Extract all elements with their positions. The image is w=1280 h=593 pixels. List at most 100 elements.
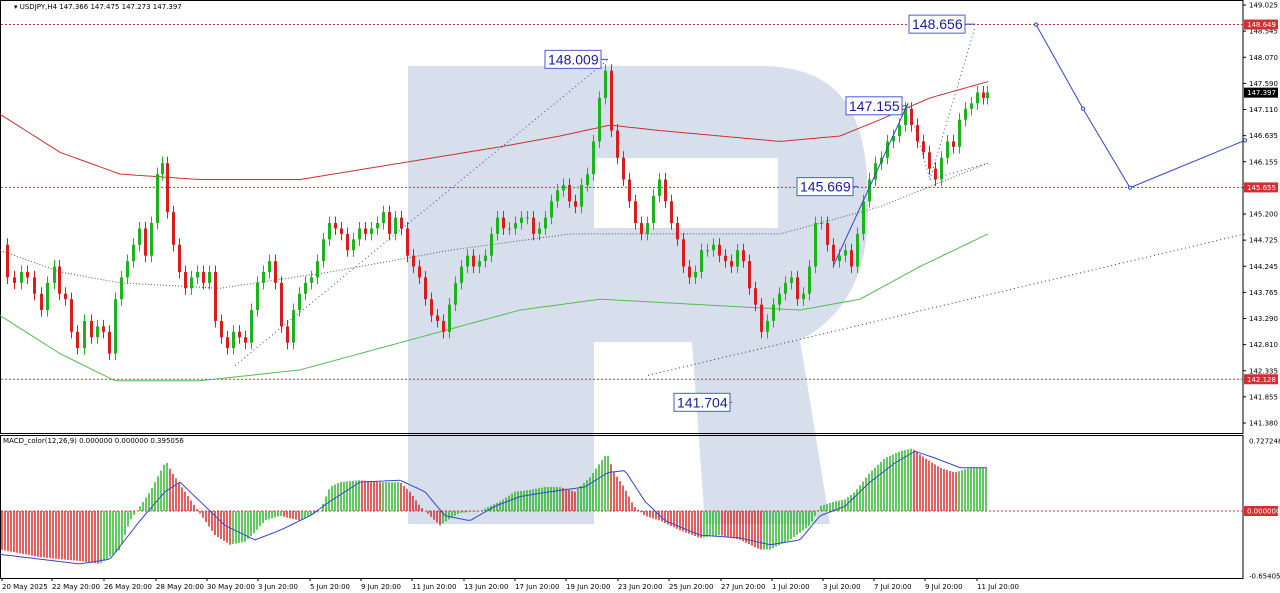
candle-body — [13, 277, 16, 283]
x-tick-label: 27 Jun 20:00 — [721, 583, 765, 591]
annotation-label: 147.155 — [849, 98, 900, 114]
candle-body — [868, 179, 871, 202]
candle-body — [226, 337, 229, 349]
candle-body — [472, 255, 475, 267]
y-tick-label: 143.765 — [1249, 289, 1278, 297]
candle-body — [83, 320, 86, 349]
trendline — [929, 27, 976, 180]
candle-body — [772, 304, 775, 321]
candle-body — [190, 277, 193, 289]
candle-body — [114, 299, 117, 354]
forecast-node — [1080, 106, 1086, 111]
y-tick-label: 143.290 — [1249, 315, 1278, 323]
candle-body — [946, 141, 949, 158]
candle-body — [150, 223, 153, 256]
candle-body — [26, 271, 29, 278]
x-tick-label: 7 Jul 20:00 — [874, 583, 912, 591]
candle-body — [484, 255, 487, 262]
candle-body — [916, 125, 919, 142]
candle-body — [766, 320, 769, 332]
candle-body — [676, 223, 679, 240]
candle-body — [550, 201, 553, 218]
candle-body — [178, 244, 181, 272]
candle-body — [700, 250, 703, 272]
trendline — [234, 59, 609, 366]
candle-body — [172, 212, 175, 245]
candle-body — [820, 223, 823, 225]
candle-body — [658, 179, 661, 196]
candle-body — [70, 299, 73, 332]
candle-body — [724, 255, 727, 262]
candle-body — [478, 261, 481, 267]
candle-body — [670, 201, 673, 224]
candle-body — [844, 250, 847, 256]
candle-body — [898, 125, 901, 136]
candle-body — [970, 103, 973, 109]
level-label: 142.128 — [1247, 376, 1276, 384]
candle-body — [634, 201, 637, 224]
candle-body — [40, 293, 43, 311]
candle-body — [96, 326, 99, 338]
candle-body — [256, 282, 259, 311]
candle-body — [394, 217, 397, 234]
candle-body — [832, 244, 835, 262]
x-tick-label: 9 Jul 20:00 — [925, 583, 963, 591]
annotation-box — [845, 96, 903, 116]
y-tick-label: 148.545 — [1249, 28, 1278, 36]
moving-average-line — [0, 233, 989, 382]
candle-body — [388, 212, 391, 234]
annotation-label: 148.009 — [548, 51, 599, 67]
candle-body — [940, 157, 943, 180]
y-tick-label: 142.810 — [1249, 341, 1278, 349]
x-tick-label: 25 Jun 20:00 — [669, 583, 713, 591]
x-tick-label: 30 May 20:00 — [207, 583, 255, 591]
candle-body — [646, 223, 649, 234]
y-tick-label: 145.200 — [1249, 211, 1278, 219]
candle-body — [574, 201, 577, 207]
candle-body — [862, 201, 865, 234]
candle-body — [286, 326, 289, 343]
x-tick-label: 3 Jul 20:00 — [823, 583, 861, 591]
x-tick-label: 9 Jun 20:00 — [361, 583, 401, 591]
candle-body — [20, 271, 23, 283]
y-tick-label: 146.155 — [1249, 158, 1278, 166]
y-tick-label: 142.335 — [1249, 367, 1278, 375]
candle-body — [742, 250, 745, 262]
candle-body — [6, 244, 9, 278]
candle-body — [730, 261, 733, 267]
macd-y-tick-label: 0.727248 — [1249, 438, 1280, 446]
candle-body — [874, 163, 877, 180]
annotation-box — [544, 49, 602, 69]
candle-body — [126, 261, 129, 278]
x-tick-label: 11 Jul 20:00 — [977, 583, 1019, 591]
candle-body — [262, 271, 265, 283]
x-tick-label: 3 Jun 20:00 — [258, 583, 298, 591]
candle-body — [196, 271, 199, 278]
candle-body — [748, 261, 751, 289]
forecast-node — [1033, 22, 1039, 27]
candle-body — [784, 282, 787, 294]
candle-body — [33, 277, 36, 294]
candle-body — [556, 190, 559, 202]
y-tick-label: 144.725 — [1249, 237, 1278, 245]
x-tick-label: 11 Jun 20:00 — [412, 583, 456, 591]
y-tick-label: 147.110 — [1249, 106, 1278, 114]
candle-body — [108, 331, 111, 354]
candle-body — [736, 250, 739, 267]
candle-body — [706, 250, 709, 252]
candle-body — [688, 266, 691, 278]
candle-body — [838, 255, 841, 262]
y-tick-label: 141.380 — [1249, 420, 1278, 428]
x-tick-label: 20 May 2025 — [2, 583, 48, 591]
candle-body — [718, 244, 721, 256]
annotation-label: 145.669 — [800, 179, 851, 195]
candle-body — [508, 228, 511, 230]
candle-body — [64, 293, 67, 300]
candle-body — [544, 217, 547, 229]
candle-body — [778, 293, 781, 305]
candle-body — [622, 157, 625, 180]
candle-body — [790, 277, 793, 283]
candle-body — [280, 282, 283, 327]
